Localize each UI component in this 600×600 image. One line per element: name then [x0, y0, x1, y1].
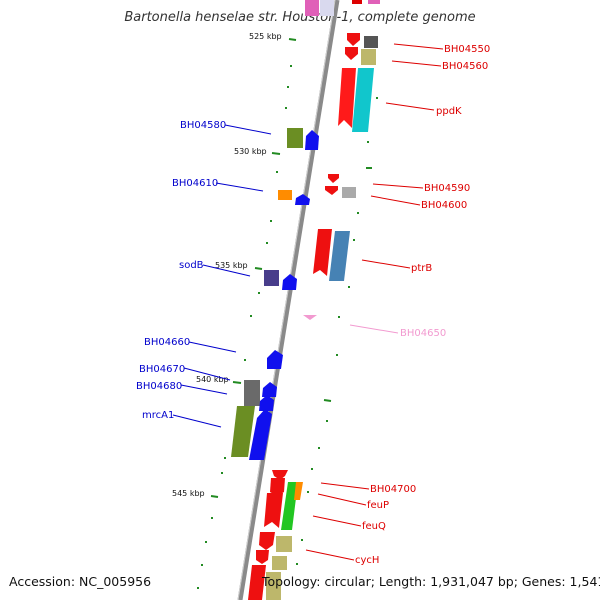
plus-strand-features — [248, 33, 378, 600]
gene-arrow-ppdk[interactable] — [338, 68, 356, 128]
gene-arrow-bh04650[interactable] — [303, 315, 317, 320]
gene-block-bottom-khaki-2 — [266, 572, 281, 600]
gene-arrow-bh04660[interactable] — [267, 350, 283, 369]
kbp-label: 530 kbp — [234, 147, 267, 156]
gene-label-bh04610[interactable]: BH04610 — [172, 178, 218, 189]
genome-title: Bartonella henselae str. Houston-1, comp… — [124, 10, 476, 25]
gene-label-bh04670[interactable]: BH04670 — [139, 364, 185, 375]
gene-block-ptrb-blue — [329, 231, 350, 281]
gene-arrow-cych[interactable] — [259, 532, 275, 550]
gene-label-bh04600[interactable]: BH04600 — [421, 200, 467, 211]
gene-block-feuq-orange — [294, 482, 303, 500]
kbp-label: 525 kbp — [249, 32, 282, 41]
gene-label-sodb[interactable]: sodB — [179, 260, 204, 271]
gene-block-khaki — [361, 49, 376, 65]
gene-arrow-bh04560[interactable] — [345, 47, 358, 60]
gene-arrow-bottom[interactable] — [248, 565, 266, 600]
gene-block-mrca1-olive — [231, 406, 255, 457]
gene-arrow-mrca1[interactable] — [249, 409, 272, 460]
gene-arrow-bh04700[interactable] — [272, 470, 288, 480]
gene-label-feuq[interactable]: feuQ — [362, 521, 386, 532]
gene-arrow-bh04610[interactable] — [295, 194, 310, 205]
gene-block-feuq-green — [281, 482, 298, 530]
scale-dashes-right — [296, 97, 378, 565]
gene-arrow-bh04670[interactable] — [262, 382, 277, 397]
gene-label-bh04580[interactable]: BH04580 — [180, 120, 226, 131]
gene-label-bh04560[interactable]: BH04560 — [442, 61, 488, 72]
gene-block-grey — [364, 36, 378, 48]
gene-arrow-feup-2[interactable] — [264, 493, 283, 528]
gene-label-bh04700[interactable]: BH04700 — [370, 484, 416, 495]
gene-arrow-after-cych[interactable] — [256, 550, 269, 564]
gene-label-bh04680[interactable]: BH04680 — [136, 381, 182, 392]
gene-arrow-bh04680[interactable] — [259, 395, 274, 411]
accession-text: Accession: NC_005956 — [9, 574, 152, 589]
gene-arrow-bh04580[interactable] — [305, 130, 319, 150]
genome-backbone — [237, 0, 340, 600]
gene-label-ptrb[interactable]: ptrB — [411, 263, 432, 274]
gene-block-cych-khaki — [276, 536, 292, 552]
gene-block-bh04670-grey — [244, 380, 260, 406]
gene-block-bh04580-olive — [287, 128, 303, 148]
gene-labels: BH04550 BH04560 ppdK BH04580 BH04590 BH0… — [136, 44, 490, 566]
gene-label-bh04550[interactable]: BH04550 — [444, 44, 490, 55]
gene-label-ppdk[interactable]: ppdK — [436, 106, 462, 117]
gene-label-bh04590[interactable]: BH04590 — [424, 183, 470, 194]
gene-block-bh04610-orange — [278, 190, 292, 200]
genome-summary-text: Topology: circular; Length: 1,931,047 bp… — [262, 574, 600, 589]
genome-backbone-highlight — [237, 0, 336, 600]
gene-arrow-ptrb[interactable] — [313, 229, 332, 276]
kbp-label: 540 kbp — [196, 375, 229, 384]
gene-block-ppdk-cyan — [352, 68, 374, 132]
kbp-label: 545 kbp — [172, 489, 205, 498]
gene-arrow-bh04550[interactable] — [347, 33, 360, 46]
gene-label-feup[interactable]: feuP — [367, 500, 389, 511]
gene-arrow-feup[interactable] — [270, 478, 285, 496]
kbp-label: 535 kbp — [215, 261, 248, 270]
minus-strand-features — [231, 128, 319, 460]
gene-arrow-bh04590[interactable] — [328, 174, 339, 183]
gene-label-bh04650[interactable]: BH04650 — [400, 328, 446, 339]
gene-label-mrca1[interactable]: mrcA1 — [142, 410, 174, 421]
top-partial-features — [305, 0, 380, 16]
label-leader-lines — [172, 43, 444, 561]
gene-block-sodb-purple — [264, 270, 279, 286]
gene-arrow-sodb[interactable] — [282, 274, 297, 290]
gene-label-bh04660[interactable]: BH04660 — [144, 337, 190, 348]
scale-dashes-left — [197, 38, 297, 589]
gene-block-bh04600-grey — [342, 187, 356, 198]
gene-arrow-bh04600[interactable] — [325, 186, 338, 195]
gene-block-bottom-khaki — [272, 556, 287, 570]
kbp-scale-labels: 525 kbp 530 kbp 535 kbp 540 kbp 545 kbp — [172, 32, 282, 498]
gene-label-cych[interactable]: cycH — [355, 555, 379, 566]
